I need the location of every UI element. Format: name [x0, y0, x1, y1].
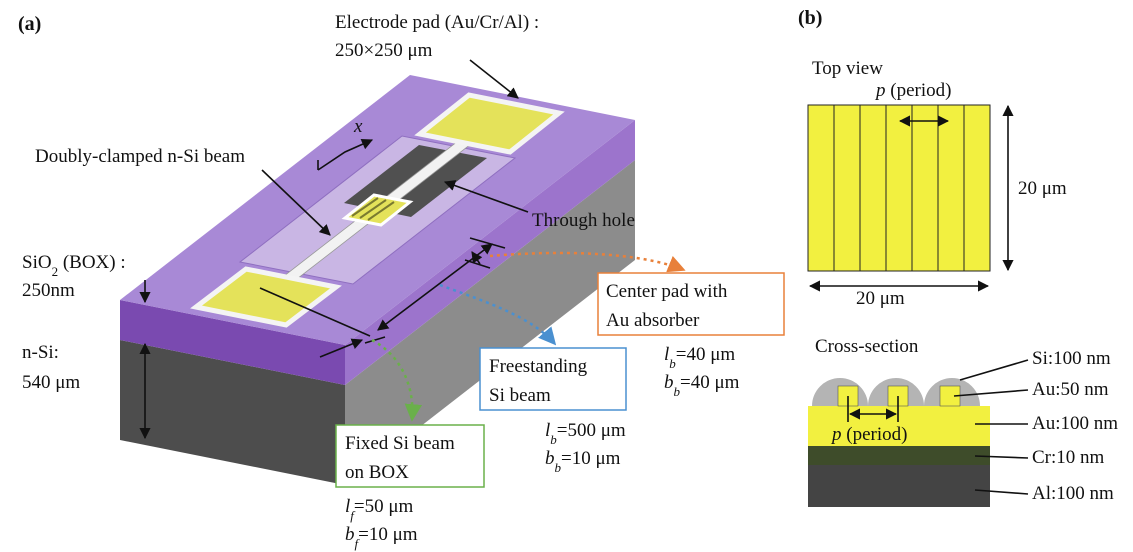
text-part: (period) — [886, 80, 952, 101]
box-thickness: 250nm — [22, 280, 75, 301]
layer-label: Cr:10 nm — [1032, 447, 1105, 468]
fixed-text: Fixed Si beam — [345, 433, 455, 454]
param: bb=10 μm — [545, 448, 621, 475]
period-label: p (period) — [874, 80, 951, 101]
al-layer — [808, 465, 990, 507]
period-label: p (period) — [830, 424, 907, 445]
param: lf=50 μm — [345, 496, 414, 523]
top-view-title: Top view — [812, 58, 883, 79]
electrode-label: Electrode pad (Au/Cr/Al) : — [335, 12, 539, 33]
center-pad-text: Au absorber — [606, 310, 700, 331]
height-label: 20 μm — [1018, 178, 1067, 199]
param: bf=10 μm — [345, 524, 418, 551]
text-part: =500 μm — [557, 420, 626, 441]
panel-label: (a) — [18, 13, 41, 35]
beam-label: Doubly-clamped n-Si beam — [35, 146, 245, 167]
text-part: =40 μm — [676, 344, 736, 365]
text-part: (period) — [842, 424, 908, 445]
text-part: p — [874, 80, 886, 101]
top-view-grating — [808, 105, 990, 271]
panel-b: (b) Top view p (period) 20 μm 20 μm Cros… — [798, 7, 1118, 507]
electrode-size: 250×250 μm — [335, 40, 433, 61]
layer-label: Al:100 nm — [1032, 483, 1114, 504]
text-part: b — [345, 524, 355, 545]
cross-section-title: Cross-section — [815, 336, 919, 357]
param: lb=500 μm — [545, 420, 626, 447]
text-part: =50 μm — [354, 496, 414, 517]
cr-layer — [808, 446, 990, 465]
through-hole-label: Through hole — [532, 210, 635, 231]
nsi-thickness: 540 μm — [22, 372, 80, 393]
layer-label: Au:100 nm — [1032, 413, 1118, 434]
text-part: (BOX) : — [58, 252, 126, 273]
axis-label: x — [353, 116, 363, 137]
freestanding-text: Si beam — [489, 385, 551, 406]
box-label: SiO2 (BOX) : — [22, 252, 126, 279]
param: lb=40 μm — [664, 344, 735, 371]
freestanding-text: Freestanding — [489, 356, 588, 377]
text-part: =40 μm — [680, 372, 740, 393]
text-part: p — [830, 424, 842, 445]
center-pad-text: Center pad with — [606, 281, 728, 302]
nsi-label: n-Si: — [22, 342, 59, 363]
text-part: b — [545, 448, 555, 469]
text-part: SiO — [22, 252, 52, 273]
text-part: b — [664, 372, 674, 393]
text-part: =10 μm — [358, 524, 418, 545]
text-part: =10 μm — [561, 448, 621, 469]
layer-label: Au:50 nm — [1032, 379, 1109, 400]
param: bb=40 μm — [664, 372, 740, 399]
panel-a: (a) Electrode pad (Au/Cr/Al) : 250×250 μ… — [18, 12, 784, 551]
width-label: 20 μm — [856, 288, 905, 309]
panel-label: (b) — [798, 7, 822, 29]
figure: (a) Electrode pad (Au/Cr/Al) : 250×250 μ… — [0, 0, 1133, 552]
fixed-text: on BOX — [345, 462, 409, 483]
layer-label: Si:100 nm — [1032, 348, 1111, 369]
